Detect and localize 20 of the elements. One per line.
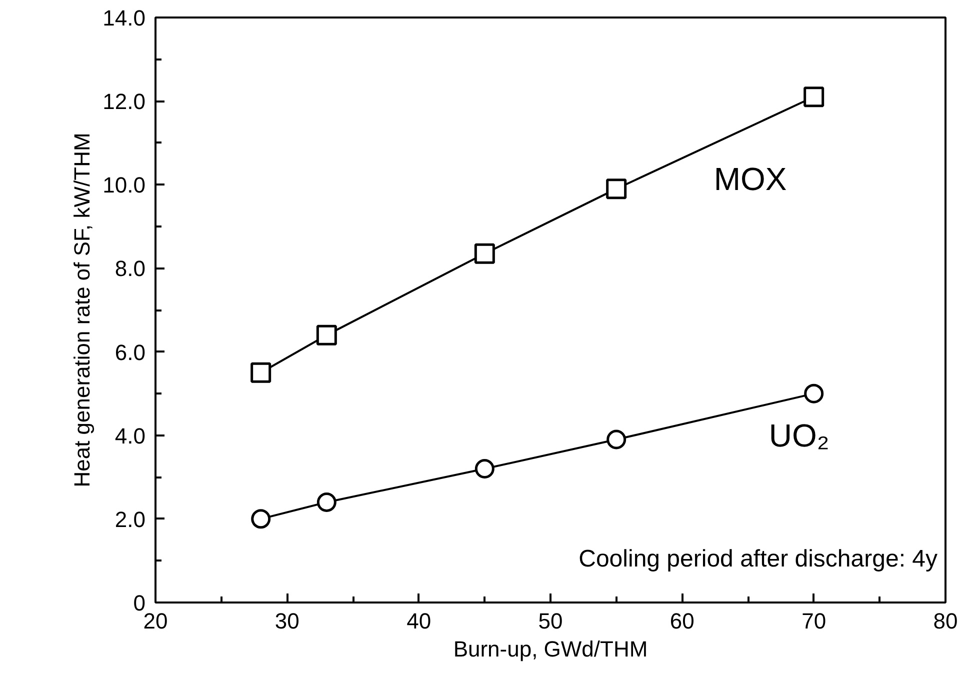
y-tick-label: 0: [133, 590, 146, 616]
y-tick-label: 4.0: [114, 423, 146, 448]
x-tick-label: 60: [670, 608, 694, 634]
x-tick-label: 20: [143, 608, 168, 634]
y-tick-label: 12.0: [102, 89, 146, 114]
annotation: Cooling period after discharge: 4y: [578, 546, 938, 572]
series-label: MOX: [714, 160, 787, 197]
y-tick-label: 10.0: [102, 172, 146, 198]
x-tick-label: 50: [538, 608, 563, 634]
x-tick-label: 80: [933, 608, 958, 634]
y-axis-title: Heat generation rate of SF, kW/THM: [70, 132, 95, 488]
x-tick-label: 30: [274, 608, 300, 634]
y-tick-label: 8.0: [114, 256, 146, 282]
y-tick-label: 14.0: [102, 6, 146, 30]
y-tick-label: 2.0: [114, 506, 146, 532]
y-tick-label: 6.0: [114, 340, 146, 365]
x-axis-title: Burn-up, GWd/THM: [453, 636, 648, 662]
series-label: UO₂: [768, 418, 830, 454]
x-tick-label: 40: [406, 608, 432, 634]
x-tick-label: 70: [802, 608, 826, 634]
